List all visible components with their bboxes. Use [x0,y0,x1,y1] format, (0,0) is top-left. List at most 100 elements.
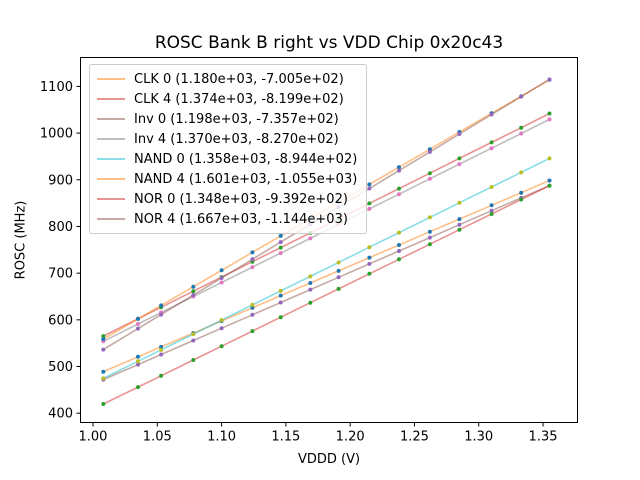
x-tick-label: 1.20 [336,430,365,445]
series-marker-clk-0 [308,281,313,285]
y-axis-label: ROSC (MHz) [13,200,29,280]
series-marker-nand-4 [191,284,196,289]
series-marker-nand-4 [159,303,164,308]
series-marker-clk-4 [367,201,372,206]
series-marker-nor-4 [136,326,140,331]
y-tick-label: 900 [48,173,73,188]
legend-item: Inv 0 (1.198e+03, -7.357e+02) [97,109,357,129]
series-marker-nor-4 [427,149,432,154]
series-marker-nand-0 [397,230,401,235]
legend: CLK 0 (1.180e+03, -7.005e+02) CLK 4 (1.37… [89,64,368,234]
series-marker-inv-4 [136,322,140,326]
series-marker-clk-4 [397,186,401,191]
series-marker-nor-4 [101,347,106,352]
series-marker-nand-0 [519,170,524,175]
series-marker-inv-4 [489,146,494,151]
legend-line-swatch [97,198,125,200]
series-marker-nor-0 [136,385,140,390]
series-marker-inv-0 [336,275,341,280]
series-marker-inv-0 [308,287,313,292]
legend-line-swatch [97,78,125,80]
y-tick-label: 700 [48,267,73,282]
series-marker-nand-0 [278,288,283,293]
series-marker-clk-0 [489,203,494,208]
series-marker-clk-4 [547,111,552,116]
series-marker-nor-0 [219,344,224,349]
legend-item-label: Inv 0 (1.198e+03, -7.357e+02) [134,111,339,127]
chart-title: ROSC Bank B right vs VDD Chip 0x20c43 [154,33,504,53]
series-marker-clk-0 [427,229,432,234]
legend-line-swatch [97,138,125,140]
series-marker-nor-0 [336,286,341,291]
series-marker-clk-4 [427,171,432,176]
series-marker-clk-0 [101,369,106,374]
legend-item-label: NOR 4 (1.667e+03, -1.144e+03) [134,211,348,227]
series-marker-nand-0 [427,215,432,220]
series-marker-inv-0 [367,261,372,266]
y-tick-label: 800 [48,220,73,235]
legend-item-label: NAND 4 (1.601e+03, -1.055e+03) [134,171,358,187]
series-marker-nor-0 [489,212,494,216]
series-marker-inv-4 [547,117,552,122]
series-marker-inv-0 [191,338,196,343]
x-tick-label: 1.15 [271,430,300,445]
legend-line-swatch [97,178,125,180]
legend-item: NOR 0 (1.348e+03, -9.392e+02) [97,189,357,209]
series-marker-inv-4 [278,251,283,256]
series-marker-nand-0 [159,347,164,352]
x-tick-label: 1.25 [400,430,429,445]
series-line-nor-0 [102,184,550,405]
series-marker-nor-0 [250,329,255,334]
series-marker-clk-4 [101,334,106,339]
legend-item: CLK 0 (1.180e+03, -7.005e+02) [97,69,357,89]
legend-item-label: CLK 0 (1.180e+03, -7.005e+02) [134,71,344,87]
series-marker-inv-0 [219,326,224,331]
series-marker-nor-4 [159,312,164,317]
series-marker-inv-4 [397,192,401,197]
series-marker-nor-0 [547,183,552,188]
series-marker-nand-0 [308,274,313,279]
series-marker-nor-0 [427,242,432,247]
x-tick-label: 1.30 [464,430,493,445]
series-marker-nor-4 [250,257,255,262]
y-tick-label: 600 [48,313,73,328]
series-marker-nand-0 [489,185,494,189]
series-line-nand-0 [102,157,550,380]
series-line-inv-0 [102,184,550,381]
series-marker-nand-0 [136,359,140,364]
series-marker-nand-0 [367,245,372,250]
series-marker-inv-4 [250,265,255,270]
series-marker-clk-0 [367,255,372,260]
series-marker-inv-0 [489,208,494,213]
series-marker-clk-0 [336,268,341,273]
legend-line-swatch [97,158,125,160]
series-marker-inv-0 [159,352,164,357]
legend-item: NAND 4 (1.601e+03, -1.055e+03) [97,169,357,189]
series-marker-clk-4 [278,245,283,250]
series-marker-inv-0 [397,249,401,253]
series-marker-clk-4 [457,156,462,161]
series-marker-nor-0 [101,402,106,406]
series-marker-inv-4 [219,280,224,285]
series-marker-clk-0 [159,344,164,349]
series-marker-clk-4 [191,289,196,294]
x-tick-label: 1.05 [143,430,172,445]
series-marker-clk-4 [489,140,494,145]
y-tick-label: 400 [48,407,73,422]
series-marker-clk-0 [250,305,255,310]
legend-item: NOR 4 (1.667e+03, -1.144e+03) [97,209,357,229]
series-marker-inv-0 [457,222,462,227]
series-marker-clk-0 [519,190,524,195]
series-marker-nor-0 [278,315,283,320]
series-marker-nand-4 [278,233,283,238]
series-line-clk-0 [102,179,550,373]
legend-item-label: NAND 0 (1.358e+03, -8.944e+02) [134,151,358,167]
y-tick-label: 1000 [40,127,73,142]
series-marker-nor-4 [219,276,224,280]
legend-item: NAND 0 (1.358e+03, -8.944e+02) [97,149,357,169]
x-axis-label: VDDD (V) [297,452,361,467]
series-marker-nand-4 [219,268,224,273]
series-marker-nor-4 [278,240,283,245]
legend-item-label: Inv 4 (1.370e+03, -8.270e+02) [134,131,339,147]
